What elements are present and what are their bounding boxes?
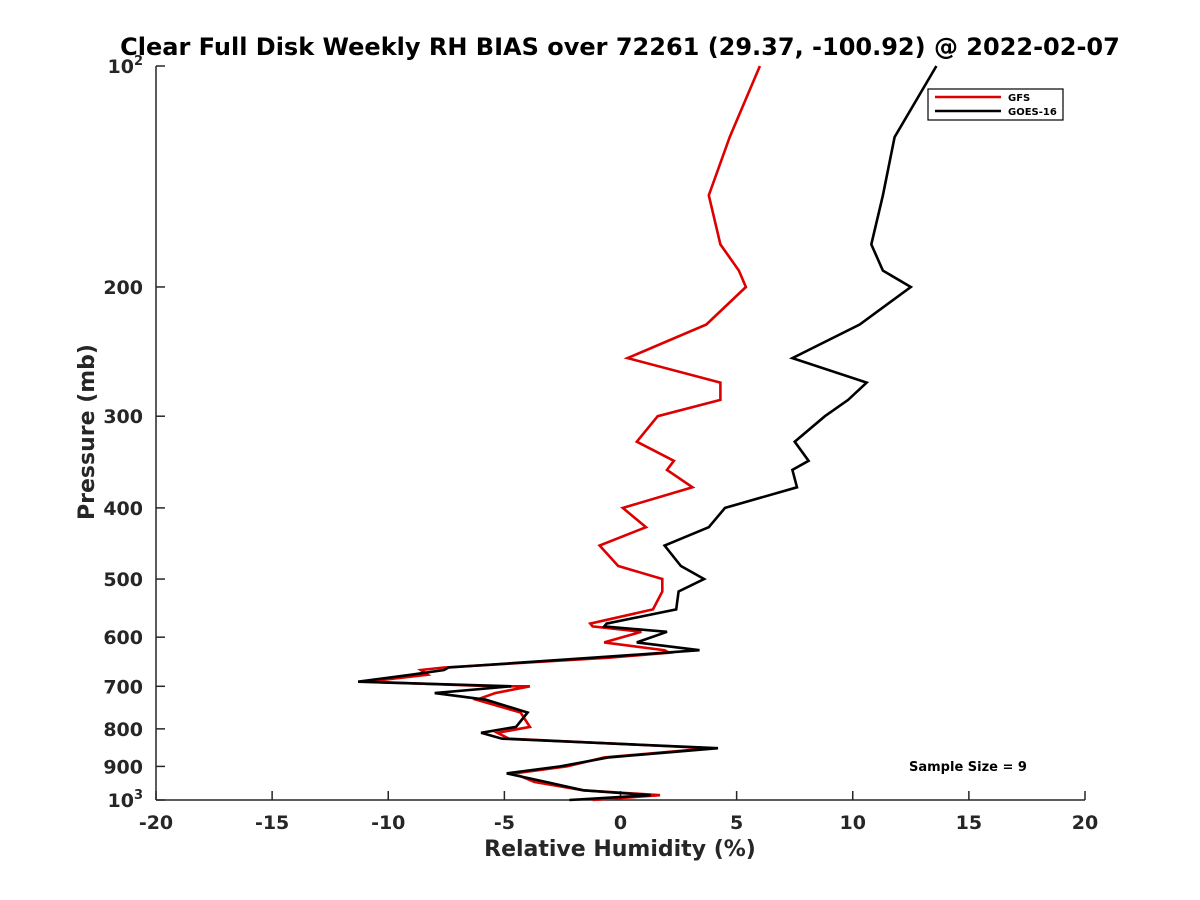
y-tick-label-base: 10 <box>108 56 134 78</box>
legend-label: GOES-16 <box>1008 107 1057 118</box>
y-tick-label-base: 400 <box>103 498 143 520</box>
x-tick-label: -10 <box>371 812 405 834</box>
y-axis-label: Pressure (mb) <box>75 344 100 520</box>
y-tick-label-exponent: 2 <box>134 54 143 69</box>
chart-title: Clear Full Disk Weekly RH BIAS over 7226… <box>120 33 1120 61</box>
y-tick-label-base: 900 <box>103 756 143 778</box>
x-tick-label: -15 <box>255 812 289 834</box>
y-tick-label: 800 <box>103 719 143 741</box>
y-tick-label-base: 700 <box>103 676 143 698</box>
y-tick-label: 900 <box>103 756 143 778</box>
y-tick-label-base: 200 <box>103 277 143 299</box>
y-tick-label-exponent: 3 <box>134 788 143 803</box>
legend: GFS GOES-16 <box>927 88 1064 121</box>
x-tick-label: 0 <box>614 812 627 834</box>
series-layer <box>357 65 938 802</box>
axes: -20 -15 -10 -5 0 5 10 15 20102200300400500600700… <box>103 54 1098 834</box>
y-tick-label: 600 <box>103 627 143 649</box>
y-tick-label-base: 600 <box>103 627 143 649</box>
y-tick-label: 200 <box>103 277 143 299</box>
x-tick-label: -5 <box>494 812 515 834</box>
y-tick-label: 103 <box>108 788 144 812</box>
y-tick-label: 300 <box>103 406 143 428</box>
x-tick-label: 10 <box>840 812 866 834</box>
y-tick-label-base: 10 <box>108 790 134 812</box>
x-tick-label: 5 <box>730 812 743 834</box>
y-tick-label: 400 <box>103 498 143 520</box>
y-tick-label-base: 300 <box>103 406 143 428</box>
y-tick-label: 102 <box>108 54 144 78</box>
sample-size-annotation: Sample Size = 9 <box>909 760 1027 775</box>
y-tick-label: 700 <box>103 676 143 698</box>
series-line-goes-16 <box>357 65 938 802</box>
x-tick-label: 20 <box>1072 812 1098 834</box>
x-tick-label: 15 <box>956 812 982 834</box>
x-tick-label: -20 <box>139 812 173 834</box>
x-axis-label: Relative Humidity (%) <box>484 837 756 862</box>
legend-label: GFS <box>1008 93 1030 104</box>
legend-box <box>927 88 1064 121</box>
y-tick-label-base: 500 <box>103 569 143 591</box>
y-tick-label-base: 800 <box>103 719 143 741</box>
y-tick-label: 500 <box>103 569 143 591</box>
